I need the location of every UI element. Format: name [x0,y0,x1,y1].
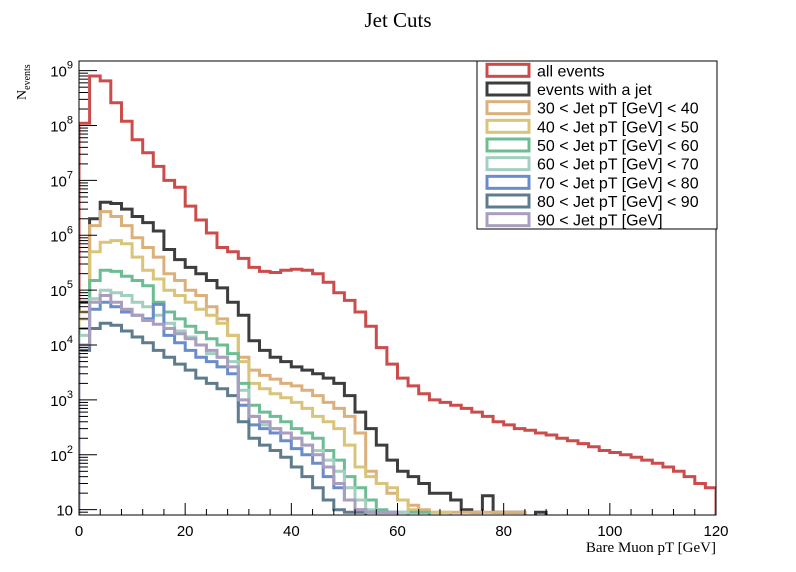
legend-label: 80 < Jet pT [GeV] < 90 [537,194,699,211]
legend-swatch [485,174,531,190]
x-tick-label: 60 [389,523,406,540]
x-tick-label: 120 [703,523,728,540]
series-line-6-seg-0 [79,300,399,515]
series-layer [79,74,716,515]
y-tick-label: 106 [50,224,73,245]
legend-label: events with a jet [537,82,652,99]
legend: all events events with a jet 30 < Jet pT [… [476,60,718,230]
legend-label: 70 < Jet pT [GeV] < 80 [537,175,699,192]
x-tick-label: 80 [495,523,512,540]
legend-swatch [485,156,531,172]
legend-label: all events [537,63,605,80]
legend-swatch [485,118,531,134]
legend-swatch [485,81,531,97]
legend-swatch [485,137,531,153]
legend-swatch [485,212,531,228]
y-tick-label: 109 [50,60,73,81]
series-line-0-seg-0 [79,74,716,515]
series-line-2-seg-0 [79,210,527,515]
series-line-1-seg-0 [79,200,527,515]
x-tick-label: 100 [597,523,622,540]
y-tick-label: 102 [50,444,73,465]
series-line-8-seg-0 [79,294,399,515]
series-line-7-seg-0 [79,321,368,515]
chart-title: Jet Cuts [364,8,431,32]
y-axis-label: Nevents [15,64,33,100]
series-line-3-seg-0 [79,239,453,515]
legend-label: 30 < Jet pT [GeV] < 40 [537,101,699,118]
y-tick-label: 107 [50,169,73,190]
x-tick-label: 20 [177,523,194,540]
legend-box [476,60,718,230]
axis-layer: 0 20 40 60 80 100 120 10 102 103 104 105 106 107 108 10… [50,60,728,540]
y-tick-label: 10 [56,503,73,520]
legend-swatch [485,193,531,209]
legend-label: 60 < Jet pT [GeV] < 70 [537,157,699,174]
legend-swatch [485,62,531,78]
x-axis-label: Bare Muon pT [GeV] [586,540,716,556]
legend-label: 50 < Jet pT [GeV] < 60 [537,138,699,155]
legend-label: 40 < Jet pT [GeV] < 50 [537,119,699,136]
x-tick-label: 40 [283,523,300,540]
y-tick-label: 103 [50,389,73,410]
legend-label: 90 < Jet pT [GeV] [537,213,663,230]
y-tick-label: 105 [50,279,73,300]
series-line-5-seg-0 [79,288,410,515]
y-tick-label: 104 [50,334,73,355]
x-tick-label: 0 [75,523,83,540]
y-tick-label: 108 [50,115,73,136]
series-line-4-seg-0 [79,268,431,515]
legend-swatch [485,100,531,116]
